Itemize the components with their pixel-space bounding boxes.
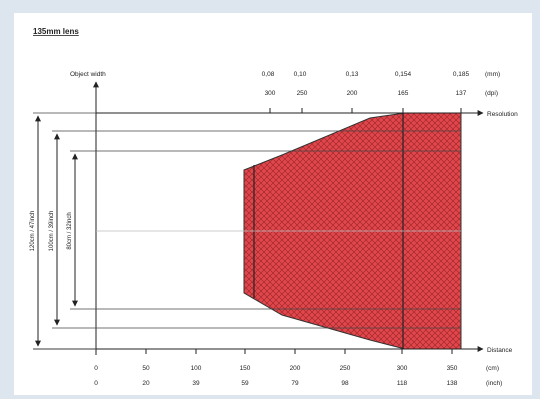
inch-tick-label: 79 xyxy=(291,380,299,387)
inch-tick-label: 138 xyxy=(447,380,458,387)
dpi-tick-label: 137 xyxy=(456,90,467,97)
dpi-tick-label: 200 xyxy=(347,90,358,97)
resolution-ticks xyxy=(269,108,462,113)
inch-tick-label: 59 xyxy=(241,380,249,387)
cm-tick-label: 250 xyxy=(340,365,351,372)
dpi-tick-label: 165 xyxy=(398,90,409,97)
dpi-tick-label: 250 xyxy=(297,90,308,97)
inch-tick-label: 0 xyxy=(94,380,98,387)
mm-tick-label: 0,154 xyxy=(395,71,412,78)
mm-tick-label: 0,08 xyxy=(262,71,275,78)
distance-axis-label: Distance xyxy=(487,347,513,354)
mm-unit-label: (mm) xyxy=(485,71,500,78)
mm-tick-label: 0,185 xyxy=(453,71,470,78)
cm-tick-label: 50 xyxy=(142,365,150,372)
inch-unit-label: (inch) xyxy=(486,380,502,387)
inch-tick-label: 20 xyxy=(142,380,150,387)
distance-ticks xyxy=(95,349,453,354)
diagram-title: 135mm lens xyxy=(33,27,79,36)
inner-width-label: 80cm / 32inch xyxy=(67,212,73,249)
dpi-unit-label: (dpi) xyxy=(485,90,498,97)
object-width-label: Object width xyxy=(70,71,106,78)
cm-unit-label: (cm) xyxy=(486,365,499,372)
cm-tick-label: 300 xyxy=(397,365,408,372)
inch-tick-label: 118 xyxy=(397,380,408,387)
outer-width-label: 120cm / 47inch xyxy=(30,211,36,252)
cm-tick-label: 0 xyxy=(94,365,98,372)
cm-tick-label: 350 xyxy=(447,365,458,372)
width-guide-lines xyxy=(33,112,461,350)
cm-tick-label: 150 xyxy=(240,365,251,372)
dpi-tick-label: 300 xyxy=(265,90,276,97)
inch-tick-label: 98 xyxy=(341,380,349,387)
mm-tick-label: 0,10 xyxy=(294,71,307,78)
inch-tick-label: 39 xyxy=(192,380,200,387)
cm-tick-label: 200 xyxy=(290,365,301,372)
middle-width-label: 100cm / 39inch xyxy=(49,211,55,252)
resolution-axis-label: Resolution xyxy=(487,111,518,118)
mm-tick-label: 0,13 xyxy=(346,71,359,78)
cm-tick-label: 100 xyxy=(191,365,202,372)
